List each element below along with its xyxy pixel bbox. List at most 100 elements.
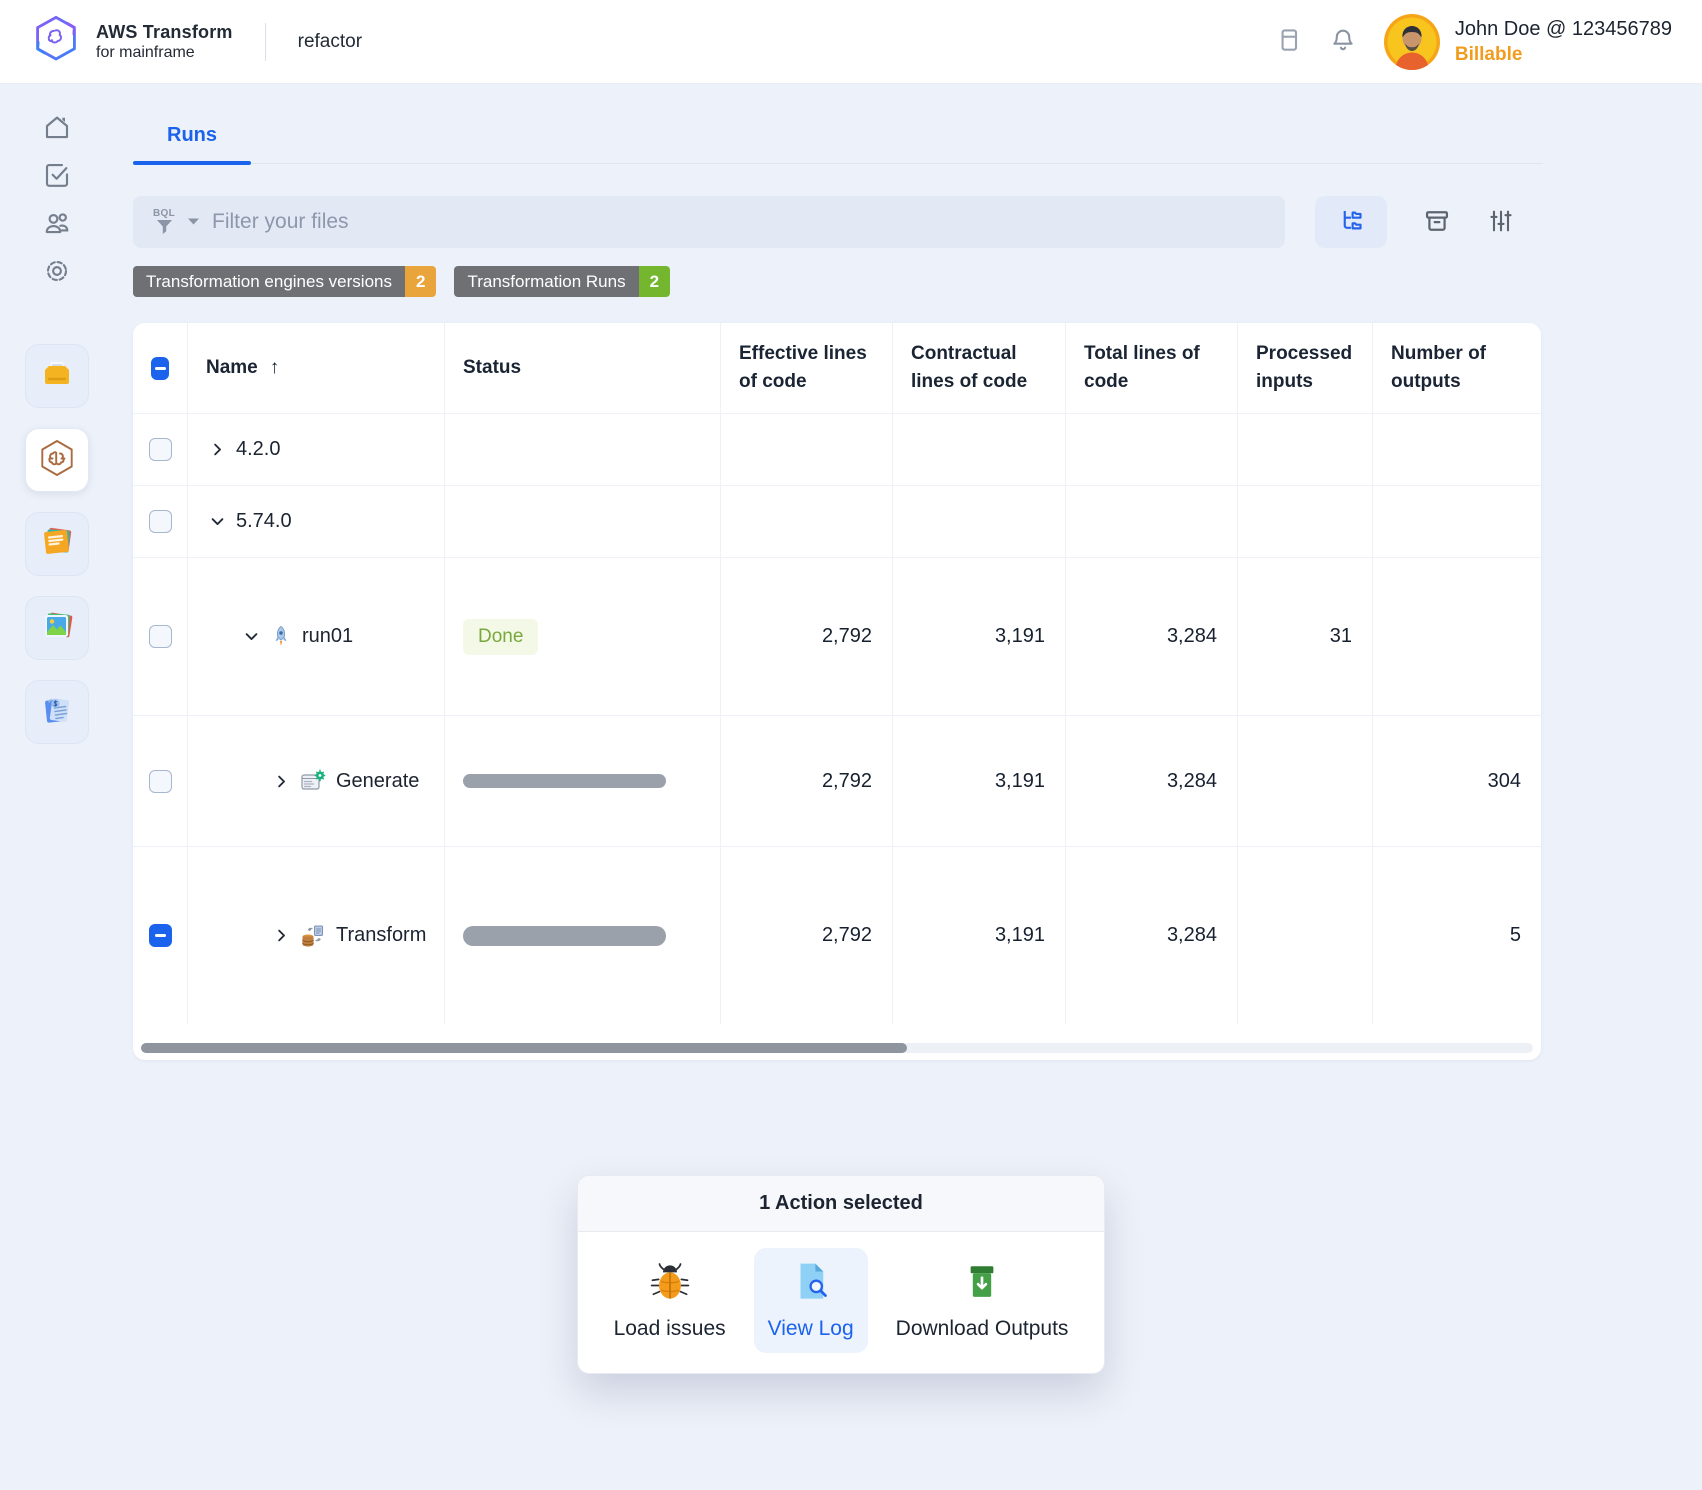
generate-step-icon	[300, 769, 326, 793]
column-header-label: Name	[206, 354, 258, 382]
filter-input[interactable]: BQL Filter your files	[133, 196, 1285, 248]
action-label: View Log	[768, 1317, 854, 1341]
download-box-icon	[961, 1260, 1003, 1307]
scrollbar-thumb[interactable]	[141, 1043, 907, 1053]
action-panel-title: 1 Action selected	[578, 1176, 1104, 1232]
column-header-contractual[interactable]: Contractual lines of code	[893, 323, 1066, 413]
view-log-button[interactable]: View Log	[754, 1248, 868, 1353]
brand-title: AWS Transform	[96, 22, 233, 43]
sidebar-app-notes[interactable]	[25, 512, 89, 576]
table-row-version-5740: 5.74.0	[133, 485, 1541, 557]
checkbox-check-icon	[42, 160, 72, 193]
total-loc-value: 3,284	[1066, 716, 1238, 846]
contractual-loc-value: 3,191	[893, 558, 1066, 715]
row-name[interactable]: 5.74.0	[236, 510, 292, 533]
top-bar: AWS Transform for mainframe refactor	[0, 0, 1702, 84]
row-name[interactable]: Generate	[336, 770, 419, 793]
column-header-total[interactable]: Total lines of code	[1066, 323, 1238, 413]
user-menu[interactable]: John Doe @ 123456789 Billable	[1383, 13, 1672, 71]
sidebar-item-tasks[interactable]	[41, 160, 73, 192]
processed-inputs-value: 31	[1238, 558, 1373, 715]
brand-text: AWS Transform for mainframe	[96, 22, 233, 62]
filter-chips: Transformation engines versions 2 Transf…	[133, 266, 1543, 297]
sidebar-app-billing[interactable]	[25, 680, 89, 744]
sidebar-item-home[interactable]	[41, 112, 73, 144]
avatar[interactable]	[1383, 13, 1441, 71]
book-icon	[1275, 26, 1303, 57]
users-icon	[42, 208, 72, 241]
row-checkbox[interactable]	[149, 770, 172, 793]
column-header-label: Processed inputs	[1256, 340, 1354, 395]
sidebar-app-transform-engine[interactable]	[25, 428, 89, 492]
billing-docs-icon	[37, 690, 77, 735]
column-header-label: Contractual lines of code	[911, 340, 1047, 395]
download-outputs-button[interactable]: Download Outputs	[882, 1248, 1083, 1353]
table-row-version-420: 4.2.0	[133, 413, 1541, 485]
brand-divider	[265, 23, 266, 61]
left-sidebar	[24, 112, 90, 744]
filter-placeholder: Filter your files	[212, 210, 349, 234]
chip-engine-versions[interactable]: Transformation engines versions 2	[133, 266, 436, 297]
sidebar-app-files[interactable]	[25, 344, 89, 408]
sidebar-item-settings[interactable]	[41, 256, 73, 288]
sidebar-app-images[interactable]	[25, 596, 89, 660]
brand-subtitle: for mainframe	[96, 44, 233, 62]
chevron-right-icon[interactable]	[208, 442, 226, 457]
tree-view-toggle-button[interactable]	[1315, 196, 1387, 248]
number-outputs-value: 304	[1373, 716, 1541, 846]
user-name: John Doe @ 123456789	[1455, 18, 1672, 41]
row-checkbox[interactable]	[149, 510, 172, 533]
runs-table: Name ↑ Status Effective lines of code Co…	[133, 323, 1541, 1060]
chevron-right-icon[interactable]	[272, 774, 290, 789]
bell-icon	[1329, 26, 1357, 57]
column-header-name[interactable]: Name ↑	[188, 323, 445, 413]
transform-step-icon	[300, 923, 326, 949]
tab-active-indicator	[133, 161, 251, 165]
filter-funnel-icon: BQL	[153, 209, 175, 235]
column-settings-button[interactable]	[1487, 207, 1515, 238]
load-issues-button[interactable]: Load issues	[600, 1248, 740, 1353]
total-loc-value: 3,284	[1066, 558, 1238, 715]
sort-ascending-icon[interactable]: ↑	[270, 354, 280, 382]
chevron-down-icon[interactable]	[187, 213, 200, 231]
tab-runs-label: Runs	[167, 124, 217, 146]
number-outputs-value: 5	[1373, 847, 1541, 1024]
chevron-right-icon[interactable]	[272, 928, 290, 943]
chevron-down-icon[interactable]	[208, 514, 226, 529]
contractual-loc-value: 3,191	[893, 847, 1066, 1024]
column-header-label: Total lines of code	[1084, 340, 1219, 395]
table-row-transform: Transform 2,792 3,191 3,284 5	[133, 846, 1541, 1024]
archive-button[interactable]	[1423, 207, 1451, 238]
processed-inputs-value	[1238, 716, 1373, 846]
effective-loc-value: 2,792	[721, 716, 893, 846]
notes-stack-icon	[37, 522, 77, 567]
processed-inputs-value	[1238, 847, 1373, 1024]
log-magnifier-icon	[790, 1260, 832, 1307]
notifications-button[interactable]	[1329, 26, 1357, 57]
documentation-button[interactable]	[1275, 26, 1303, 57]
table-row-generate: Generate 2,792 3,191 3,284 304	[133, 715, 1541, 846]
table-horizontal-scrollbar[interactable]	[141, 1043, 1533, 1053]
select-all-checkbox[interactable]	[151, 357, 169, 380]
row-name[interactable]: Transform	[336, 924, 426, 947]
column-header-processed[interactable]: Processed inputs	[1238, 323, 1373, 413]
total-loc-value: 3,284	[1066, 847, 1238, 1024]
chip-transformation-runs[interactable]: Transformation Runs 2	[454, 266, 670, 297]
row-name[interactable]: 4.2.0	[236, 438, 280, 461]
tab-runs[interactable]: Runs	[167, 124, 217, 163]
chip-label: Transformation Runs	[454, 266, 638, 297]
column-header-outputs[interactable]: Number of outputs	[1373, 323, 1541, 413]
progress-bar	[463, 926, 666, 946]
column-header-effective[interactable]: Effective lines of code	[721, 323, 893, 413]
row-checkbox[interactable]	[149, 438, 172, 461]
row-name[interactable]: run01	[302, 625, 353, 648]
chip-label: Transformation engines versions	[133, 266, 405, 297]
chevron-down-icon[interactable]	[242, 629, 260, 644]
action-label: Load issues	[614, 1317, 726, 1341]
column-header-status[interactable]: Status	[445, 323, 721, 413]
row-checkbox[interactable]	[149, 625, 172, 648]
home-icon	[42, 112, 72, 145]
sidebar-item-users[interactable]	[41, 208, 73, 240]
aws-transform-logo-icon	[30, 13, 82, 70]
row-checkbox[interactable]	[149, 924, 172, 947]
